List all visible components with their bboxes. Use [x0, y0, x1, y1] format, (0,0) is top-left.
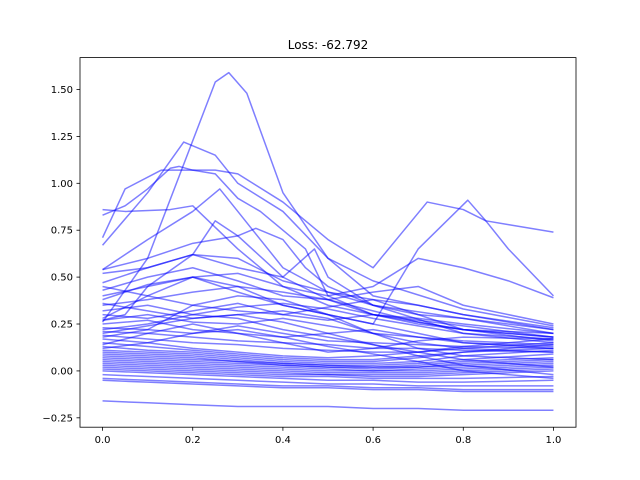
- series-line-34: [102, 366, 554, 378]
- y-tick-label: 0.75: [51, 226, 73, 237]
- series-line-35: [102, 368, 554, 380]
- x-tick-label: 0.2: [185, 435, 201, 446]
- chart-title: Loss: -62.792: [288, 38, 369, 52]
- x-tick-label: 1.0: [546, 435, 562, 446]
- series-line-40: [102, 313, 554, 368]
- series-line-33: [102, 364, 554, 376]
- x-tick-label: 0.6: [365, 435, 381, 446]
- series-line-7: [102, 188, 554, 335]
- x-tick-label: 0.4: [275, 435, 291, 446]
- series-line-32: [102, 362, 554, 374]
- x-axis-ticks: 0.0 0.2 0.4 0.6 0.8 1.0: [95, 427, 562, 446]
- y-tick-label: 0.25: [51, 320, 73, 331]
- series-line-30: [102, 358, 554, 372]
- y-tick-label: 0.50: [51, 273, 73, 284]
- series-line-44: [102, 302, 554, 353]
- series-line-22: [102, 338, 554, 359]
- y-tick-label: 0.00: [51, 366, 73, 377]
- series-line-36: [102, 370, 554, 383]
- series-line-47: [102, 295, 554, 361]
- x-tick-label: 0.0: [95, 435, 111, 446]
- plot-area-frame: [79, 57, 577, 428]
- series-line-25: [102, 349, 554, 365]
- series-line-3: [102, 165, 554, 269]
- series-line-18: [102, 319, 554, 348]
- y-axis-ticks: −0.25 0.00 0.25 0.50 0.75 1.00 1.25 1.50: [42, 85, 80, 424]
- series-line-24: [102, 345, 554, 363]
- series-line-23: [102, 342, 554, 361]
- series-layer: [101, 71, 554, 412]
- series-line-43: [102, 323, 554, 353]
- series-line-46: [102, 276, 554, 350]
- series-line-39: [102, 379, 554, 393]
- x-tick-label: 0.8: [455, 435, 471, 446]
- series-line-41: [102, 313, 554, 376]
- y-tick-label: 1.50: [51, 85, 73, 96]
- series-line-42: [102, 328, 554, 380]
- y-tick-label: −0.25: [42, 413, 73, 424]
- series-line-12: [102, 266, 554, 325]
- series-line-31: [102, 360, 554, 372]
- series-line-27: [102, 353, 554, 368]
- series-line-48: [102, 400, 554, 412]
- series-line-6: [102, 205, 554, 299]
- series-line-37: [102, 373, 554, 387]
- series-line-21: [102, 334, 554, 353]
- y-tick-label: 1.00: [51, 179, 73, 190]
- series-line-45: [102, 285, 554, 342]
- series-line-11: [102, 253, 554, 331]
- y-tick-label: 1.25: [51, 132, 73, 143]
- series-line-15: [102, 302, 554, 340]
- series-line-2: [101, 141, 554, 327]
- series-line-38: [102, 377, 554, 391]
